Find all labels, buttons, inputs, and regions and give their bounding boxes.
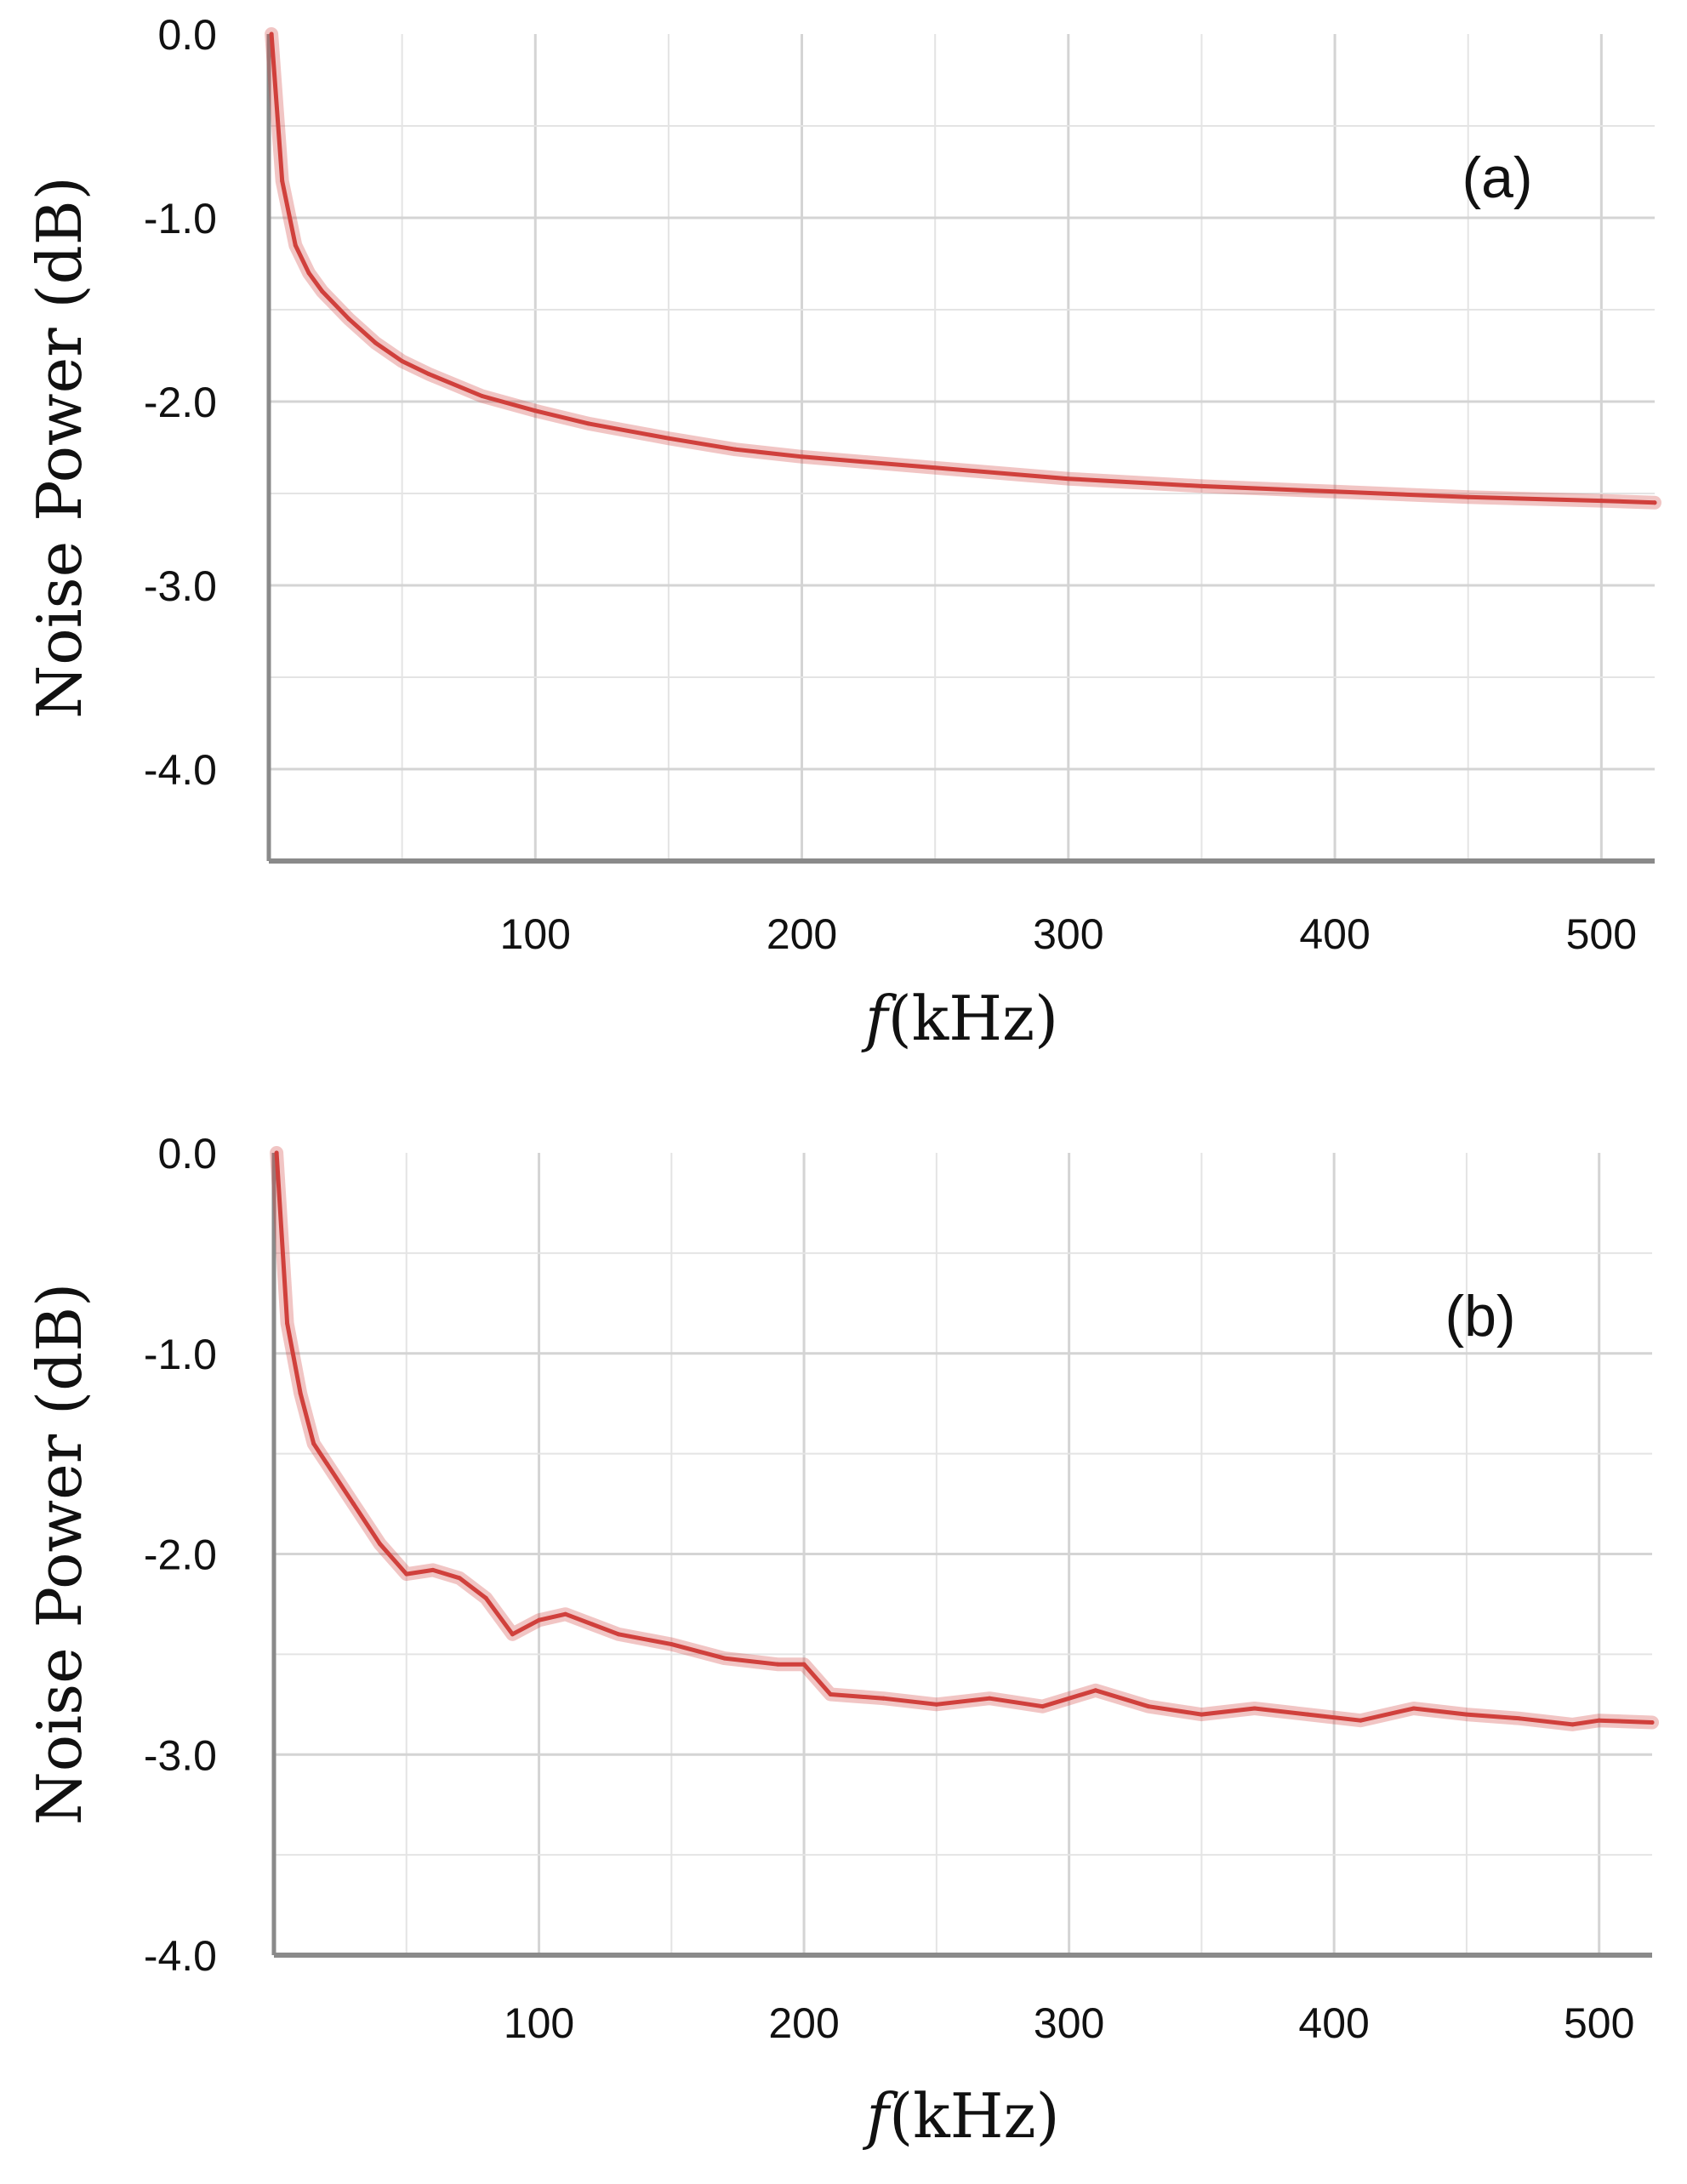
y-tick-label: -2.0: [144, 379, 217, 426]
data-point: [987, 1696, 992, 1701]
y-tick-label: -3.0: [144, 562, 217, 610]
data-point: [1066, 476, 1071, 482]
data-point: [1466, 494, 1471, 499]
y-tick-label: -1.0: [144, 1331, 217, 1378]
data-point: [293, 242, 298, 248]
data-point: [378, 1542, 383, 1547]
y-tick-label: -4.0: [144, 746, 217, 794]
data-point: [1146, 1704, 1151, 1709]
data-point: [616, 1632, 621, 1637]
data-point: [311, 1441, 316, 1446]
chart-panel-a: 100 200 300 400 500 0.0 -1.0 -2.0 -3.0 -4.0 f(kHz)…: [24, 11, 1661, 1054]
data-point: [480, 394, 485, 399]
data-point: [1093, 1688, 1098, 1693]
data-point: [346, 316, 351, 322]
data-point: [457, 1576, 462, 1581]
y-tick-label: -3.0: [144, 1731, 217, 1779]
x-tick-label: 200: [767, 910, 837, 958]
data-point: [404, 1571, 409, 1577]
data-point: [801, 1662, 806, 1667]
data-point: [426, 372, 431, 377]
data-point: [430, 1567, 436, 1572]
data-point: [828, 1692, 833, 1697]
data-point: [1464, 1712, 1469, 1717]
data-point: [274, 1150, 279, 1155]
data-point: [1305, 1712, 1310, 1717]
data-point: [483, 1595, 488, 1600]
x-tick-label: 200: [768, 1999, 839, 2047]
chart-panel-b: 100 200 300 400 500 0.0 -1.0 -2.0 -3.0 -4.0 f(kHz)…: [24, 1130, 1659, 2152]
y-tick-label: 0.0: [157, 11, 217, 59]
data-point: [351, 1502, 356, 1507]
y-tick-label: 0.0: [157, 1130, 217, 1178]
x-axis-title-unit: (kHz): [889, 2080, 1060, 2152]
data-point: [934, 1702, 939, 1707]
data-point: [324, 1461, 329, 1466]
data-point: [1199, 483, 1204, 488]
x-axis-title-unit: (kHz): [888, 983, 1059, 1054]
x-tick-label: 100: [500, 910, 571, 958]
x-tick-label: 100: [504, 1999, 574, 2047]
x-tick-label: 400: [1298, 1999, 1369, 2047]
data-point: [285, 1320, 290, 1326]
series-line: [269, 31, 1657, 505]
data-point: [881, 1696, 886, 1701]
x-axis-title: f(kHz): [862, 2080, 1059, 2152]
data-point: [932, 465, 938, 470]
data-point: [306, 271, 311, 276]
data-point: [1252, 1706, 1257, 1711]
data-point: [590, 1622, 595, 1627]
x-tick-label: 400: [1299, 910, 1370, 958]
data-point: [373, 340, 378, 345]
data-point: [1411, 1706, 1416, 1711]
data-point: [298, 1391, 303, 1396]
data-point: [400, 358, 405, 363]
data-point: [1650, 1720, 1655, 1725]
y-axis-title: Noise Power (dB): [24, 176, 95, 718]
x-tick-label: 300: [1033, 910, 1103, 958]
panel-label-b: (b): [1445, 1284, 1515, 1349]
y-tick-label: -2.0: [144, 1531, 217, 1579]
data-point: [732, 447, 738, 452]
y-tick-label: -1.0: [144, 195, 217, 242]
data-point: [1517, 1716, 1522, 1721]
x-axis-title: f(kHz): [861, 983, 1058, 1054]
data-point: [722, 1656, 727, 1661]
plot-area: [269, 34, 1655, 861]
data-point: [320, 288, 325, 294]
data-point: [800, 454, 805, 459]
x-tick-label: 500: [1564, 1999, 1634, 2047]
data-point: [1358, 1718, 1363, 1723]
data-point: [1040, 1704, 1045, 1709]
data-point: [775, 1662, 780, 1667]
x-tick-label: 500: [1566, 910, 1637, 958]
data-point: [1199, 1712, 1204, 1717]
data-point: [537, 1617, 542, 1622]
data-point: [1597, 1718, 1602, 1723]
data-point: [669, 1642, 674, 1647]
data-point: [1570, 1722, 1576, 1727]
data-point: [533, 408, 538, 413]
y-axis-title: Noise Power (dB): [24, 1283, 95, 1825]
data-point: [1332, 489, 1337, 494]
data-point: [269, 31, 274, 37]
data-point: [1599, 499, 1604, 504]
data-point: [280, 179, 285, 184]
data-point: [666, 436, 671, 441]
data-point: [1652, 500, 1657, 505]
data-point: [563, 1611, 568, 1617]
y-tick-label: -4.0: [144, 1932, 217, 1980]
panel-label-a: (a): [1462, 145, 1532, 210]
data-point: [510, 1632, 515, 1637]
data-point: [586, 421, 591, 426]
x-tick-label: 300: [1034, 1999, 1104, 2047]
